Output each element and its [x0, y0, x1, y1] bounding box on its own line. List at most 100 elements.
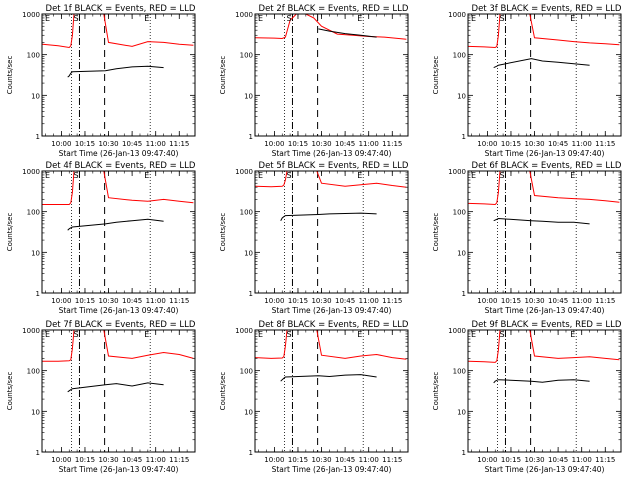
plot-frame	[467, 329, 622, 453]
x-tick-label: 10:45	[122, 140, 142, 148]
plot-frame	[41, 329, 196, 453]
y-tick-label: 100	[240, 368, 253, 376]
x-tick-label: 11:00	[359, 297, 379, 305]
y-tick-label: 10	[457, 408, 466, 416]
x-tick-label: 10:30	[311, 456, 331, 464]
y-tick-label: 1000	[235, 11, 253, 19]
flag-label: E	[144, 330, 149, 339]
x-tick-label: 11:15	[382, 456, 402, 464]
y-tick-label: 1	[462, 133, 466, 141]
plot-area	[42, 171, 194, 293]
series-line-events	[67, 65, 164, 78]
plot-area	[255, 330, 407, 452]
flag-label: S	[73, 14, 78, 23]
y-tick-label: 1	[249, 290, 253, 298]
series-line-lld	[42, 14, 194, 49]
flag-label: E	[357, 14, 362, 23]
x-tick-label: 10:45	[335, 140, 355, 148]
x-tick-label: 11:00	[572, 297, 592, 305]
y-tick-label: 1000	[22, 168, 40, 176]
x-tick-label: 10:30	[311, 297, 331, 305]
chart-title: Det 2f BLACK = Events, RED = LLD	[259, 4, 409, 14]
x-tick-label: 10:15	[288, 297, 308, 305]
x-tick-label: 10:00	[477, 297, 497, 305]
x-axis-label: Start Time (26-Jan-13 09:47:40)	[59, 149, 179, 158]
y-tick-label: 1	[462, 290, 466, 298]
series-line-lld	[255, 171, 407, 188]
y-axis-label: Counts/sec	[6, 56, 14, 95]
series-line-events	[493, 58, 590, 69]
x-tick-label: 11:15	[595, 140, 615, 148]
y-tick-label: 1000	[22, 11, 40, 19]
x-tick-label: 10:45	[335, 297, 355, 305]
x-axis-label: Start Time (26-Jan-13 09:47:40)	[272, 465, 392, 474]
x-axis-label: Start Time (26-Jan-13 09:47:40)	[485, 306, 605, 315]
x-tick-label: 11:00	[572, 140, 592, 148]
x-tick-label: 10:00	[51, 140, 71, 148]
chart-title: Det 5f BLACK = Events, RED = LLD	[259, 161, 409, 171]
chart-title: Det 3f BLACK = Events, RED = LLD	[472, 4, 622, 14]
x-tick-label: 11:15	[169, 456, 189, 464]
x-tick-label: 10:00	[264, 297, 284, 305]
x-tick-label: 10:00	[51, 297, 71, 305]
x-tick-label: 10:30	[98, 140, 118, 148]
flag-label: E	[570, 171, 575, 180]
x-tick-label: 10:00	[264, 140, 284, 148]
chart-title: Det 8f BLACK = Events, RED = LLD	[259, 320, 409, 330]
series-line-events	[318, 28, 377, 38]
flag-label: E	[471, 330, 476, 339]
series-line-lld	[468, 330, 620, 363]
x-tick-label: 11:00	[146, 140, 166, 148]
x-tick-label: 10:15	[288, 456, 308, 464]
plot-frame	[41, 13, 196, 137]
series-line-events	[493, 217, 590, 225]
x-axis-label: Start Time (26-Jan-13 09:47:40)	[59, 465, 179, 474]
x-tick-label: 11:15	[595, 297, 615, 305]
x-tick-label: 10:45	[548, 297, 568, 305]
x-tick-label: 10:45	[122, 456, 142, 464]
y-tick-label: 100	[27, 52, 40, 60]
y-axis-label: Counts/sec	[219, 372, 227, 411]
x-tick-label: 10:15	[288, 140, 308, 148]
chart-title: Det 4f BLACK = Events, RED = LLD	[46, 161, 196, 171]
y-axis-label: Counts/sec	[219, 213, 227, 252]
y-tick-label: 1	[36, 133, 40, 141]
x-tick-label: 11:15	[169, 297, 189, 305]
x-axis-label: Start Time (26-Jan-13 09:47:40)	[485, 465, 605, 474]
x-tick-label: 10:00	[264, 456, 284, 464]
plot-frame	[467, 13, 622, 137]
x-tick-label: 10:15	[501, 297, 521, 305]
x-tick-label: 11:00	[572, 456, 592, 464]
x-tick-label: 10:00	[477, 456, 497, 464]
flag-label: E	[45, 330, 50, 339]
x-tick-label: 10:15	[501, 140, 521, 148]
y-tick-label: 100	[27, 368, 40, 376]
y-tick-label: 1000	[448, 168, 466, 176]
flag-label: E	[144, 171, 149, 180]
flag-label: S	[73, 171, 78, 180]
x-tick-label: 10:30	[311, 140, 331, 148]
flag-label: S	[286, 171, 291, 180]
y-tick-label: 10	[244, 249, 253, 257]
flag-label: S	[73, 330, 78, 339]
y-axis-label: Counts/sec	[219, 56, 227, 95]
y-tick-label: 1000	[448, 327, 466, 335]
series-line-lld	[468, 171, 620, 206]
plot-area	[468, 171, 620, 293]
flag-label: E	[144, 14, 149, 23]
chart-panel-2: Det 2f BLACK = Events, RED = LLD Counts/s…	[219, 4, 409, 158]
x-tick-label: 10:30	[524, 456, 544, 464]
x-axis-label: Start Time (26-Jan-13 09:47:40)	[485, 149, 605, 158]
y-tick-label: 1	[36, 290, 40, 298]
x-tick-label: 10:30	[524, 297, 544, 305]
flag-label: E	[258, 14, 263, 23]
chart-title: Det 9f BLACK = Events, RED = LLD	[472, 320, 622, 330]
chart-panel-4: Det 4f BLACK = Events, RED = LLD Counts/s…	[6, 161, 196, 315]
series-line-events	[280, 212, 377, 221]
x-tick-label: 10:30	[98, 456, 118, 464]
flag-label: S	[286, 14, 291, 23]
flag-label: E	[258, 330, 263, 339]
flag-label: S	[499, 14, 504, 23]
plot-frame	[254, 329, 409, 453]
y-tick-label: 100	[453, 209, 466, 217]
